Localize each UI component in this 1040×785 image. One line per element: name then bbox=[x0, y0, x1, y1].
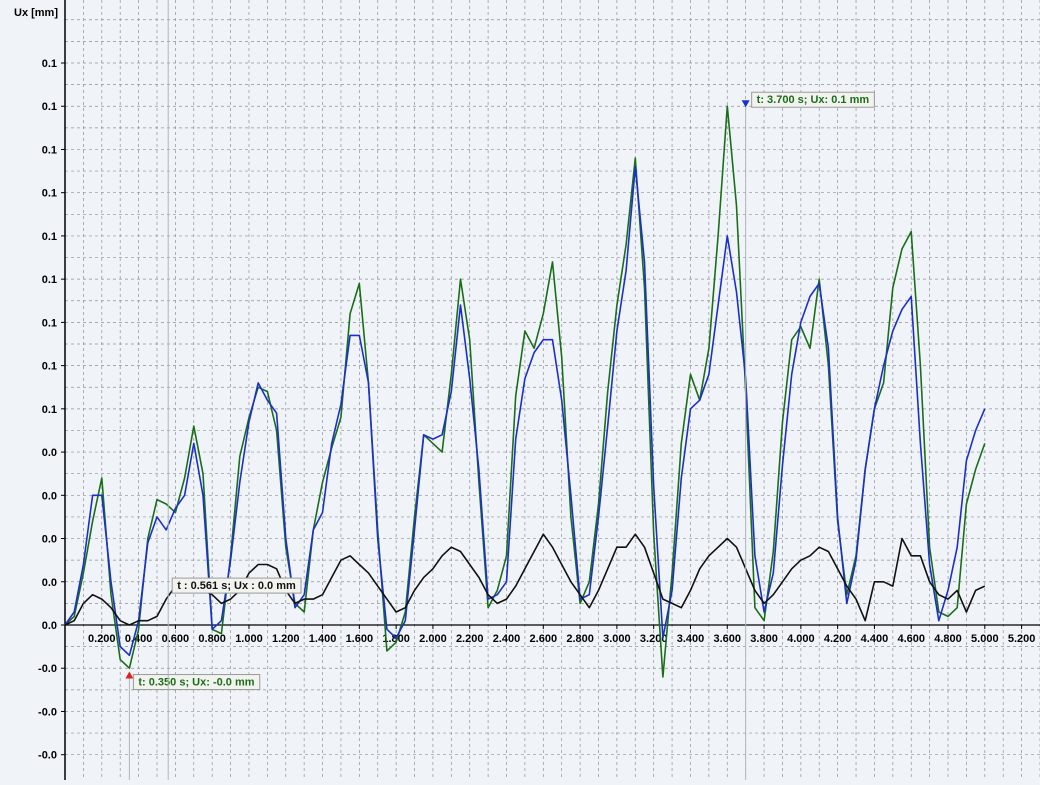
min-marker-icon bbox=[125, 671, 134, 679]
y-tick-labels: 0.1 0.1 0.1 0.1 0.1 0.1 0.1 0.1 0.1 0.0 0.0 0.0 0.0 0… bbox=[38, 58, 57, 762]
y-tick-label: 0.1 bbox=[42, 404, 57, 416]
x-tick-label: 1.000 bbox=[235, 633, 263, 645]
y-tick-label: 0.0 bbox=[42, 534, 57, 546]
y-tick-label: -0.0 bbox=[38, 706, 57, 718]
x-tick-label: 4.600 bbox=[897, 633, 925, 645]
max-marker-icon bbox=[741, 100, 750, 108]
x-tick-label: 2.800 bbox=[566, 633, 594, 645]
x-tick-label: 3.000 bbox=[603, 633, 631, 645]
series-lines bbox=[64, 105, 986, 678]
annotation-text: t: 0.350 s; Ux: -0.0 mm bbox=[138, 677, 254, 689]
x-tick-label: 1.600 bbox=[346, 633, 374, 645]
x-tick-label: 2.000 bbox=[419, 633, 447, 645]
annotation-box bbox=[132, 674, 261, 691]
x-tick-label: 2.200 bbox=[456, 633, 484, 645]
x-tick-label: 3.600 bbox=[713, 633, 741, 645]
annotation-label: t : 0.561 s; Ux : 0.0 mm bbox=[171, 577, 302, 594]
y-tick-label: -0.0 bbox=[38, 663, 57, 675]
x-tick-label: 1.800 bbox=[382, 633, 410, 645]
x-tick-label: 5.000 bbox=[971, 633, 999, 645]
x-tick-label: 2.600 bbox=[530, 633, 558, 645]
x-tick-label: 3.400 bbox=[677, 633, 705, 645]
annotation-text: t: 3.700 s; Ux: 0.1 mm bbox=[757, 94, 870, 106]
annotation-label: t: 3.700 s; Ux: 0.1 mm bbox=[751, 91, 875, 108]
annotation-box bbox=[171, 577, 302, 594]
x-tick-label: 0.200 bbox=[88, 633, 116, 645]
y-tick-label: 0.1 bbox=[42, 101, 57, 113]
x-tick-label: 1.400 bbox=[309, 633, 337, 645]
x-tick-label: 3.800 bbox=[750, 633, 778, 645]
y-tick-label: 0.0 bbox=[42, 577, 57, 589]
x-tick-label: 0.600 bbox=[162, 633, 190, 645]
annotation-label: t: 0.350 s; Ux: -0.0 mm bbox=[132, 674, 261, 691]
x-tick-label: 4.200 bbox=[824, 633, 852, 645]
series-line-blue bbox=[64, 166, 986, 657]
y-axis-label: Ux [mm] bbox=[14, 7, 58, 19]
y-tick-label: 0.1 bbox=[42, 144, 57, 156]
x-tick-label: 4.400 bbox=[861, 633, 889, 645]
series-line-black bbox=[64, 533, 986, 626]
x-tick-label: 2.400 bbox=[493, 633, 521, 645]
y-tick-label: 0.1 bbox=[42, 361, 57, 373]
annotations: t: 3.700 s; Ux: 0.1 mm t: 0.350 s; Ux: -0… bbox=[125, 0, 875, 780]
annotation-box bbox=[751, 91, 875, 108]
x-tick-label: 0.800 bbox=[198, 633, 226, 645]
y-tick-label: 0.1 bbox=[42, 231, 57, 243]
axes bbox=[61, 0, 1040, 780]
y-tick-label: 0.1 bbox=[42, 188, 57, 200]
y-tick-label: -0.0 bbox=[38, 750, 57, 762]
x-tick-label: 1.200 bbox=[272, 633, 300, 645]
x-tick-label: 5.200 bbox=[1008, 633, 1036, 645]
y-tick-label: 0.0 bbox=[42, 490, 57, 502]
x-tick-label: 4.000 bbox=[787, 633, 815, 645]
y-tick-label: 0.1 bbox=[42, 317, 57, 329]
y-tick-label: 0.1 bbox=[42, 274, 57, 286]
x-tick-label: 0.400 bbox=[125, 633, 153, 645]
y-tick-label: 0.0 bbox=[42, 620, 57, 632]
x-tick-label: 4.800 bbox=[934, 633, 962, 645]
y-tick-label: 0.0 bbox=[42, 447, 57, 459]
y-tick-label: 0.1 bbox=[42, 58, 57, 70]
annotation-text: t : 0.561 s; Ux : 0.0 mm bbox=[177, 580, 296, 592]
